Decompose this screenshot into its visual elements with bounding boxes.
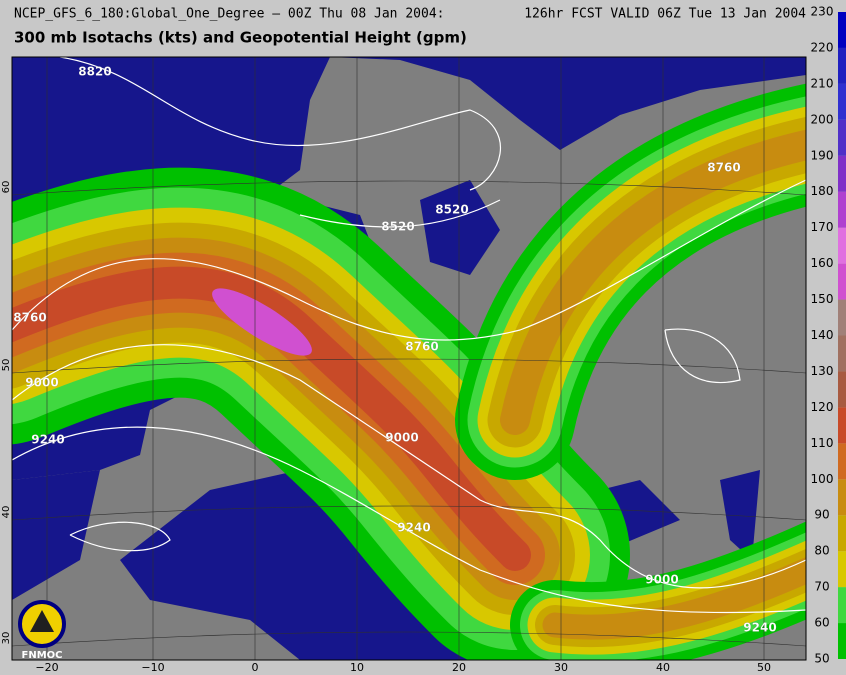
isotach-max	[212, 288, 312, 356]
colorbar-label: 90	[814, 508, 829, 522]
lon-label: 30	[554, 661, 568, 674]
header-right: 126hr FCST VALID 06Z Tue 13 Jan 2004	[524, 7, 806, 22]
contour-label: 9000	[645, 573, 678, 587]
lat-label: 50	[1, 359, 12, 372]
colorbar-swatch	[838, 515, 846, 552]
colorbar-swatch	[838, 119, 846, 156]
colorbar-label: 110	[811, 436, 834, 450]
colorbar-label: 70	[814, 580, 829, 594]
lat-label: 40	[1, 506, 12, 519]
contour-label: 8760	[13, 311, 46, 325]
colorbar-swatch	[838, 407, 846, 444]
colorbar-label: 150	[811, 292, 834, 306]
colorbar-label: 180	[811, 184, 834, 198]
colorbar-label: 170	[811, 220, 834, 234]
isotach-band	[542, 557, 806, 640]
colorbar-label: 50	[814, 652, 829, 666]
parallel	[12, 180, 806, 196]
contour-label: 9240	[397, 521, 430, 535]
graticule	[12, 57, 806, 660]
map-frame	[11, 56, 807, 661]
colorbar-swatch	[838, 227, 846, 264]
lon-label: 10	[350, 661, 364, 674]
colorbar-swatch	[838, 191, 846, 228]
colorbar-label: 200	[811, 112, 834, 126]
colorbar-label: 230	[811, 5, 834, 19]
lon-label: 20	[452, 661, 466, 674]
lon-label: 50	[757, 661, 771, 674]
axis-labels: −20 −10 0 10 20 30 40 50 30 40 50 60	[1, 181, 771, 674]
colorbar-label: 130	[811, 364, 834, 378]
colorbar-swatch	[838, 479, 846, 516]
colorbar-swatch	[838, 263, 846, 300]
logo-text: FNMOC	[22, 650, 63, 661]
contour-labels: 8820 8520 8520 8760 8760 8760 9000 9000 9000 9240…	[13, 64, 777, 635]
lon-label: −20	[35, 661, 58, 674]
colorbar-label: 190	[811, 148, 834, 162]
colorbar-swatch	[838, 443, 846, 480]
colorbar-swatch	[838, 47, 846, 84]
contour-label: 8760	[707, 161, 740, 175]
parallel	[12, 505, 806, 521]
parallel	[12, 358, 806, 374]
colorbar: 50 60 70 80 90 100 110 120 130 140 150 160 170 180 190…	[811, 5, 846, 666]
colorbar-label: 220	[811, 40, 834, 54]
lon-label: 40	[656, 661, 670, 674]
colorbar-label: 120	[811, 400, 834, 414]
colorbar-label: 100	[811, 472, 834, 486]
contour-label: 8820	[78, 65, 111, 79]
contour-label: 8520	[435, 203, 468, 217]
isotach-band	[12, 266, 531, 571]
colorbar-swatch	[838, 371, 846, 408]
contour-label: 9000	[25, 376, 58, 390]
contour-label: 9240	[31, 433, 64, 447]
colorbar-swatch	[838, 299, 846, 336]
isotach-bands	[12, 83, 806, 660]
colorbar-swatch	[838, 335, 846, 372]
colorbar-label: 160	[811, 256, 834, 270]
title: 300 mb Isotachs (kts) and Geopotential H…	[14, 29, 467, 47]
colorbar-swatch	[838, 83, 846, 120]
isotach-band	[500, 129, 806, 435]
colorbar-swatch	[838, 623, 846, 659]
colorbar-label: 80	[814, 544, 829, 558]
contour-label: 9240	[743, 621, 776, 635]
contour-label: 8520	[381, 220, 414, 234]
colorbar-label: 210	[811, 76, 834, 90]
colorbar-swatch	[838, 155, 846, 192]
parallel	[12, 631, 806, 647]
lon-label: −10	[141, 661, 164, 674]
lat-label: 30	[1, 632, 12, 645]
contour-label: 8760	[405, 340, 438, 354]
logo: FNMOC	[18, 600, 66, 661]
colorbar-swatch	[838, 12, 846, 48]
lon-label: 0	[252, 661, 259, 674]
lat-label: 60	[1, 181, 12, 194]
colorbar-swatch	[838, 587, 846, 624]
height-contours	[12, 57, 806, 614]
map: 8820 8520 8520 8760 8760 8760 9000 9000 9000 9240…	[12, 57, 806, 660]
colorbar-swatch	[838, 551, 846, 588]
contour-label: 9000	[385, 431, 418, 445]
colorbar-label: 140	[811, 328, 834, 342]
header-left: NCEP_GFS_6_180:Global_One_Degree – 00Z T…	[14, 7, 444, 22]
colorbar-label: 60	[814, 616, 829, 630]
